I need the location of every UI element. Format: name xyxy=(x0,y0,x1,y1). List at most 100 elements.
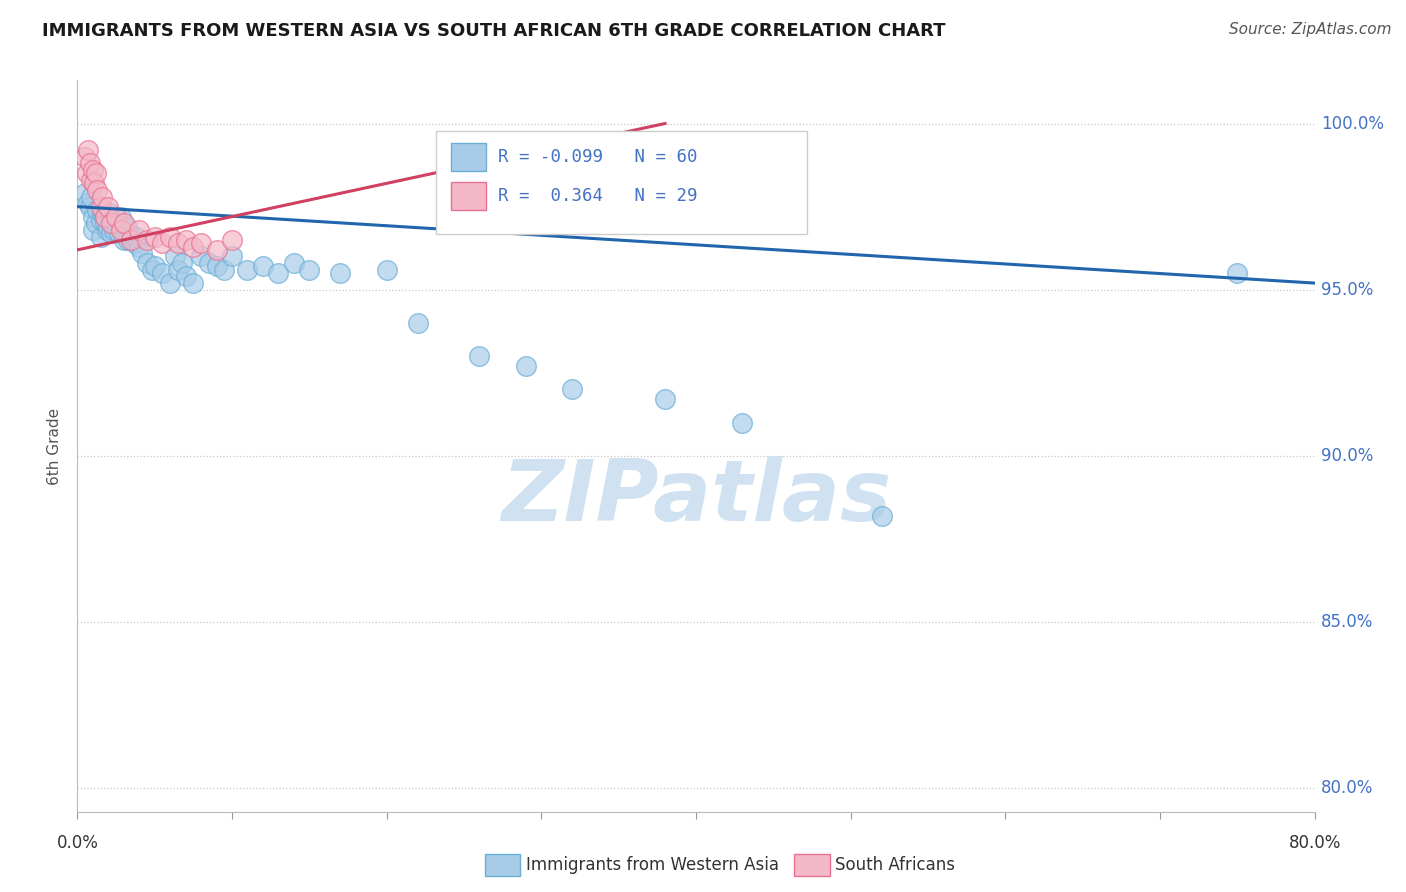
Point xyxy=(654,392,676,407)
Point xyxy=(86,183,108,197)
Point xyxy=(205,243,228,257)
Y-axis label: 6th Grade: 6th Grade xyxy=(46,408,62,484)
Point xyxy=(86,202,108,217)
Point xyxy=(97,219,120,234)
Point xyxy=(375,262,398,277)
Point xyxy=(76,166,98,180)
Point xyxy=(183,239,205,253)
Point xyxy=(174,269,197,284)
Point xyxy=(100,226,122,240)
Point xyxy=(75,186,96,201)
Point xyxy=(128,223,150,237)
Text: 80.0%: 80.0% xyxy=(1320,780,1374,797)
Point xyxy=(141,262,163,277)
Point xyxy=(159,229,181,244)
Point xyxy=(131,246,153,260)
Point xyxy=(167,236,190,251)
Point xyxy=(100,216,122,230)
Point xyxy=(198,256,221,270)
Point xyxy=(236,262,259,277)
Point xyxy=(110,210,132,224)
Point xyxy=(83,177,105,191)
Point xyxy=(110,223,132,237)
Point xyxy=(77,143,100,157)
Point xyxy=(91,189,114,203)
Text: R = -0.099   N = 60: R = -0.099 N = 60 xyxy=(498,148,697,166)
Point xyxy=(105,210,127,224)
Point xyxy=(101,213,124,227)
Point xyxy=(79,200,101,214)
Point xyxy=(221,250,243,264)
Point xyxy=(91,206,114,220)
Text: Source: ZipAtlas.com: Source: ZipAtlas.com xyxy=(1229,22,1392,37)
Point xyxy=(90,229,111,244)
Point xyxy=(108,226,131,240)
Text: 85.0%: 85.0% xyxy=(1320,613,1374,632)
Text: R =  0.364   N = 29: R = 0.364 N = 29 xyxy=(498,186,697,205)
Point xyxy=(82,223,104,237)
Point xyxy=(214,262,236,277)
Point xyxy=(205,260,228,274)
Point xyxy=(128,239,150,253)
Point xyxy=(96,223,118,237)
Point xyxy=(98,206,121,220)
Point xyxy=(82,210,104,224)
Point xyxy=(152,236,174,251)
Point xyxy=(84,216,107,230)
Point xyxy=(468,349,491,363)
Text: Immigrants from Western Asia: Immigrants from Western Asia xyxy=(526,856,779,874)
Point xyxy=(1226,266,1249,280)
Point xyxy=(75,150,96,164)
Point xyxy=(267,266,290,280)
Point xyxy=(115,219,138,234)
Point xyxy=(283,256,305,270)
Text: 100.0%: 100.0% xyxy=(1320,114,1384,133)
Point xyxy=(121,229,143,244)
Point xyxy=(90,200,111,214)
Point xyxy=(183,276,205,290)
Point xyxy=(103,223,125,237)
Point xyxy=(80,189,103,203)
Point xyxy=(90,213,111,227)
Point xyxy=(94,210,117,224)
Point xyxy=(105,216,127,230)
FancyBboxPatch shape xyxy=(451,182,485,210)
Point xyxy=(870,508,893,523)
Point xyxy=(136,256,159,270)
Text: 95.0%: 95.0% xyxy=(1320,281,1374,299)
Point xyxy=(80,173,103,187)
Point xyxy=(406,316,429,330)
Text: 90.0%: 90.0% xyxy=(1320,447,1374,465)
Point xyxy=(79,156,101,170)
Point xyxy=(84,166,107,180)
Point xyxy=(221,233,243,247)
Text: IMMIGRANTS FROM WESTERN ASIA VS SOUTH AFRICAN 6TH GRADE CORRELATION CHART: IMMIGRANTS FROM WESTERN ASIA VS SOUTH AF… xyxy=(42,22,946,40)
Point xyxy=(121,233,143,247)
FancyBboxPatch shape xyxy=(436,131,807,234)
Point xyxy=(136,233,159,247)
Point xyxy=(515,359,537,374)
Point xyxy=(124,236,146,251)
Point xyxy=(163,250,186,264)
Point xyxy=(112,233,135,247)
Point xyxy=(117,233,139,247)
Text: ZIPatlas: ZIPatlas xyxy=(501,456,891,539)
Point xyxy=(561,383,583,397)
Point xyxy=(298,262,321,277)
Point xyxy=(167,262,190,277)
Point xyxy=(190,236,212,251)
Point xyxy=(93,210,115,224)
Point xyxy=(152,266,174,280)
Text: 80.0%: 80.0% xyxy=(1288,834,1341,852)
Point xyxy=(190,250,212,264)
Point xyxy=(143,229,166,244)
Point xyxy=(172,256,194,270)
Point xyxy=(329,266,352,280)
Point xyxy=(159,276,181,290)
Point xyxy=(252,260,274,274)
Point xyxy=(94,216,117,230)
Point xyxy=(125,229,148,244)
Text: 0.0%: 0.0% xyxy=(56,834,98,852)
Point xyxy=(143,260,166,274)
Text: South Africans: South Africans xyxy=(835,856,955,874)
